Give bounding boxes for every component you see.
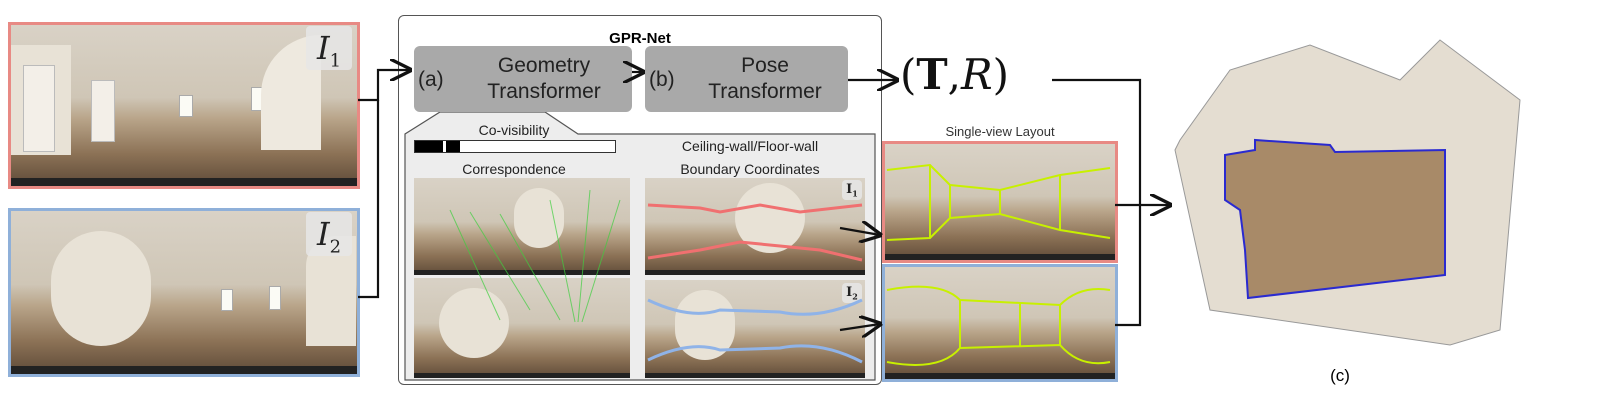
pose-open-paren: ( xyxy=(900,50,917,99)
floorplan-outline xyxy=(1224,138,1446,300)
single-view-layout-label: Single-view Layout xyxy=(945,124,1055,139)
pose-separator: , xyxy=(947,50,962,99)
pose-rotation: R xyxy=(961,50,993,99)
pose-tag: (b) xyxy=(649,68,675,91)
geometry-line1: Geometry xyxy=(497,54,591,77)
boundary-tag-1-sub: 1 xyxy=(852,188,858,199)
boundary-label-line2: Boundary Coordinates xyxy=(680,161,820,177)
floorplan-walls xyxy=(1174,39,1521,346)
boundary-panorama-1 xyxy=(645,178,865,275)
floorplan-floor xyxy=(1225,140,1445,298)
pose-output: (T,R) xyxy=(900,50,1009,99)
boundary-panorama-2 xyxy=(645,280,865,378)
image2-label-text: I xyxy=(316,215,330,253)
boundary-tag-2: I2 xyxy=(842,283,862,303)
boundary-label-line1: Ceiling-wall/Floor-wall xyxy=(681,138,819,154)
input-panorama-1 xyxy=(8,22,360,189)
image1-label-sub: 1 xyxy=(329,50,342,72)
pose-translation: T xyxy=(916,50,948,99)
single-view-layout-1 xyxy=(882,141,1118,263)
covisibility-segment xyxy=(446,141,460,152)
image1-label: I1 xyxy=(306,26,352,72)
covisibility-bar xyxy=(414,140,616,153)
correspondence-panorama-1 xyxy=(414,178,630,275)
gpr-net-title: GPR-Net xyxy=(609,30,671,47)
single-view-layout-2 xyxy=(882,264,1118,382)
boundary-tag-1-text: I xyxy=(846,182,853,197)
gpr-net-box xyxy=(398,15,882,385)
correspondence-panorama-2 xyxy=(414,278,630,378)
image2-label-sub: 2 xyxy=(329,236,342,258)
geometry-transformer-block: (a) Geometry Transformer xyxy=(414,46,632,112)
result-label: (c) xyxy=(1330,366,1350,385)
covisibility-segment xyxy=(415,141,443,152)
correspondence-label: Correspondence xyxy=(462,161,566,177)
pose-transformer-block: (b) Pose Transformer xyxy=(645,46,848,112)
image1-label-text: I xyxy=(316,29,330,67)
input2-connector xyxy=(358,100,380,299)
geometry-tag: (a) xyxy=(418,68,444,91)
covisibility-label: Co-visibility xyxy=(478,122,550,138)
boundary-tag-1: I1 xyxy=(842,180,862,200)
pose-line1: Pose xyxy=(741,54,789,77)
pose-close-paren: ) xyxy=(992,50,1010,99)
boundary-tag-2-sub: 2 xyxy=(852,291,858,302)
pose-line2: Transformer xyxy=(708,80,822,103)
image2-label: I2 xyxy=(306,212,352,258)
geometry-line2: Transformer xyxy=(487,80,601,103)
boundary-tag-2-text: I xyxy=(846,285,853,300)
